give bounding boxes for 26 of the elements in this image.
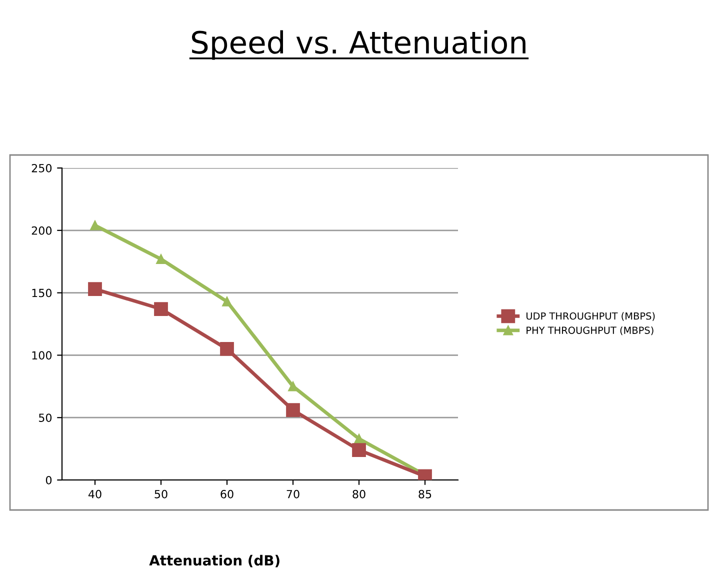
point [156,254,166,264]
x-axis-title: Attenuation (dB) [149,554,280,568]
point [90,220,100,230]
legend-label: PHY THROUGHPUT (MBPS) [526,326,654,336]
y-tick-label: 200 [32,226,52,235]
chart-title: Speed vs. Attenuation [192,30,526,60]
point [220,342,234,356]
x-tick-label: 50 [154,490,168,498]
x-tick-label: 60 [220,490,234,498]
y-tick-label: 0 [46,476,52,484]
point [286,403,300,418]
x-tick-label: 80 [352,490,366,498]
x-tick-label: 70 [286,490,300,498]
point [88,282,102,296]
y-tick-label: 100 [32,351,52,360]
y-tick-label: 250 [32,164,52,172]
legend-label: UDP THROUGHPUT (MBPS) [526,312,655,321]
point [288,382,298,392]
y-tick-label: 50 [38,414,52,422]
point [222,296,232,306]
y-tick-label: 150 [32,288,52,298]
point [154,302,168,316]
point [352,443,366,457]
point [354,434,364,444]
x-tick-label: 85 [418,490,432,498]
x-tick-label: 40 [88,490,102,498]
